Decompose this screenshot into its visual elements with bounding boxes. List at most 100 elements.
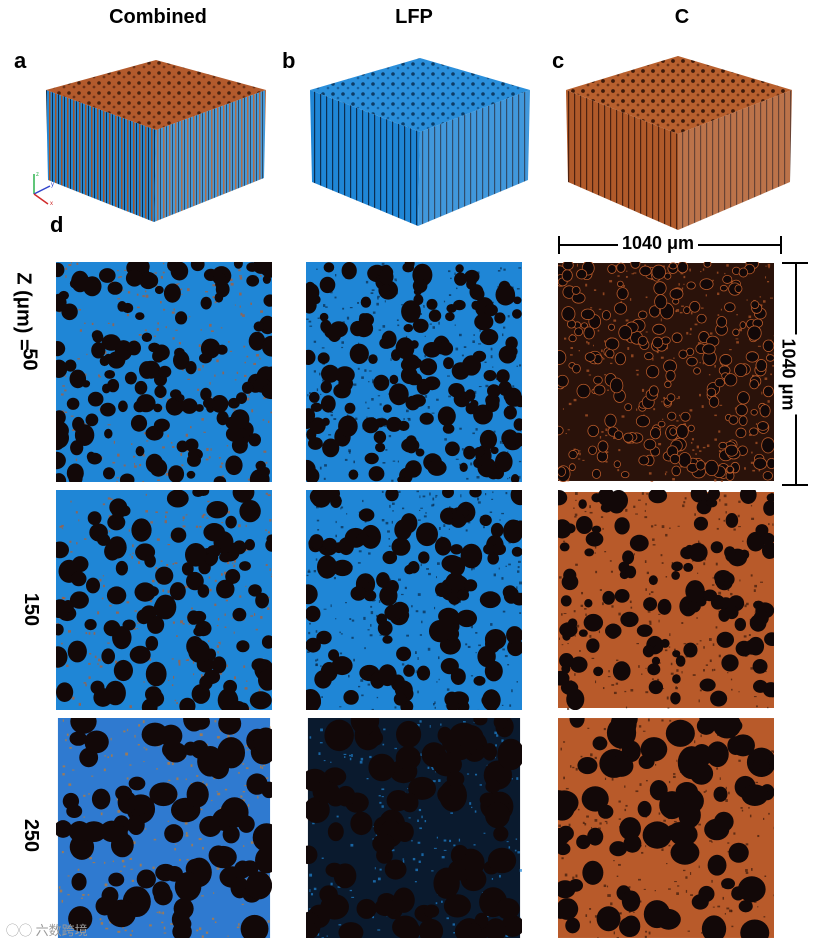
material-speck: [207, 500, 210, 503]
svg-text:x: x: [50, 201, 53, 207]
pore: [596, 906, 621, 932]
material-speck: [689, 409, 693, 412]
pore: [323, 262, 335, 273]
material-speck: [64, 411, 68, 413]
material-speck: [214, 579, 217, 582]
material-speck: [351, 636, 354, 639]
material-speck: [112, 860, 115, 863]
pore: [181, 562, 194, 576]
pore: [637, 335, 648, 346]
pore: [152, 881, 171, 901]
material-speck: [351, 754, 353, 757]
pore: [147, 615, 165, 634]
material-speck: [420, 563, 422, 567]
material-speck: [342, 307, 345, 310]
pore: [118, 400, 128, 413]
material-speck: [506, 841, 509, 843]
material-speck: [58, 886, 61, 889]
material-speck: [341, 341, 344, 344]
material-speck: [372, 916, 375, 919]
material-speck: [712, 576, 714, 579]
pore: [389, 374, 399, 385]
material-speck: [394, 278, 397, 281]
pore: [620, 471, 630, 479]
material-speck: [227, 510, 230, 514]
pore: [568, 450, 578, 460]
pore: [232, 490, 255, 503]
material-speck: [594, 552, 596, 554]
material-speck: [673, 648, 676, 651]
pore: [664, 380, 672, 389]
material-speck: [431, 504, 434, 507]
pore: [569, 718, 585, 728]
pore: [66, 463, 84, 482]
material-speck: [646, 493, 649, 495]
material-speck: [214, 603, 217, 606]
material-speck: [587, 342, 590, 345]
pore: [757, 421, 769, 431]
material-speck: [589, 505, 591, 509]
material-speck: [391, 849, 395, 852]
material-speck: [585, 283, 588, 287]
material-speck: [638, 725, 642, 728]
pore: [186, 571, 204, 591]
material-speck: [591, 657, 595, 660]
pore: [512, 309, 522, 319]
material-speck: [436, 576, 437, 579]
material-speck: [208, 588, 212, 591]
material-speck: [712, 643, 715, 646]
material-speck: [64, 375, 67, 378]
material-speck: [131, 930, 133, 932]
pore: [570, 656, 588, 673]
material-speck: [134, 465, 137, 468]
material-speck: [735, 338, 739, 340]
material-speck: [757, 345, 761, 347]
pore: [671, 465, 681, 477]
material-speck: [316, 268, 318, 270]
pore: [577, 757, 598, 775]
material-speck: [459, 463, 461, 466]
pore: [493, 826, 509, 842]
material-speck: [165, 515, 167, 518]
horizontal-scale-tick-left: [558, 236, 560, 254]
material-speck: [116, 480, 118, 482]
pore: [200, 387, 212, 401]
material-speck: [123, 730, 126, 733]
material-speck: [756, 705, 758, 708]
material-speck: [196, 775, 199, 777]
material-speck: [424, 395, 428, 398]
material-speck: [483, 526, 485, 529]
material-speck: [503, 326, 506, 329]
pore: [233, 262, 243, 269]
pore: [602, 590, 615, 605]
pore: [410, 340, 419, 349]
material-speck: [505, 565, 507, 567]
pore: [649, 305, 661, 318]
material-speck: [227, 734, 230, 738]
pore: [443, 894, 471, 918]
material-speck: [718, 654, 721, 658]
material-speck: [239, 275, 242, 277]
material-speck: [428, 572, 431, 576]
material-speck: [176, 777, 179, 781]
pore: [613, 430, 624, 440]
material-speck: [607, 389, 609, 391]
pore: [170, 527, 187, 543]
material-speck: [434, 701, 436, 704]
material-speck: [645, 779, 648, 782]
pore: [394, 519, 412, 541]
material-speck: [427, 406, 430, 409]
pore: [712, 718, 742, 739]
pore: [639, 265, 652, 277]
material-speck: [376, 696, 379, 699]
material-speck: [746, 602, 749, 606]
pore: [568, 463, 576, 471]
material-speck: [690, 442, 693, 444]
material-speck: [244, 361, 246, 364]
material-speck: [59, 889, 63, 893]
material-speck: [319, 466, 322, 470]
material-speck: [218, 457, 221, 459]
material-speck: [588, 374, 592, 376]
material-speck: [492, 491, 494, 494]
material-speck: [378, 795, 381, 797]
